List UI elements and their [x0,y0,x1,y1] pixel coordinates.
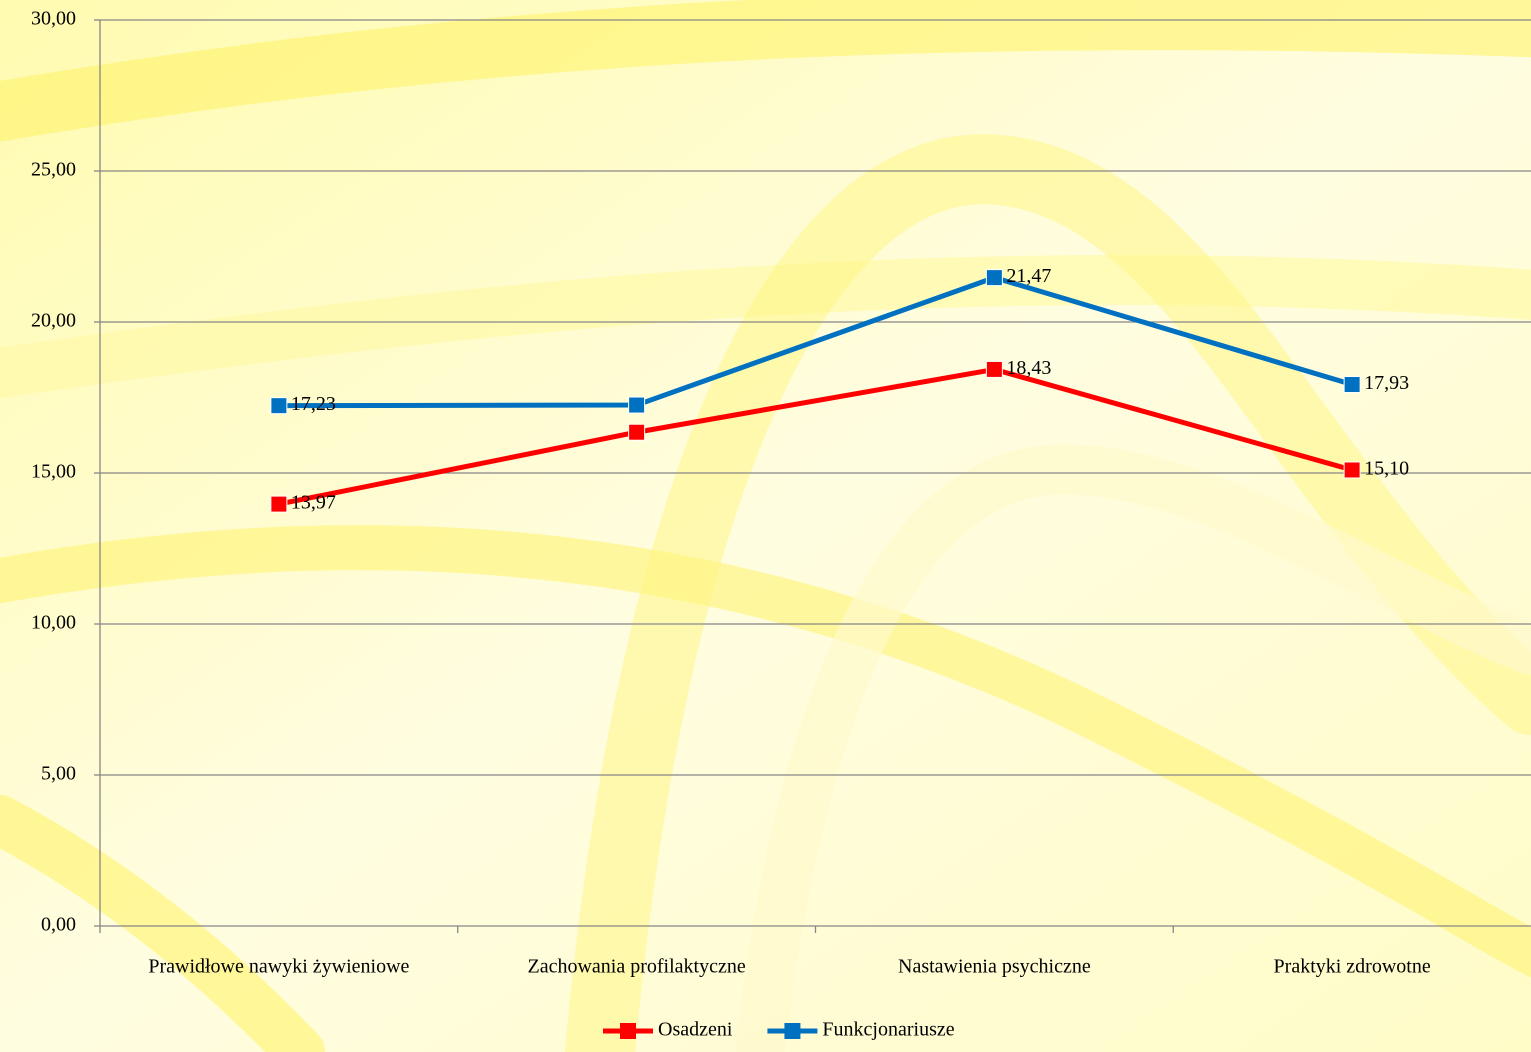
point-marker [985,360,1003,378]
x-tick-label: Zachowania profilaktyczne [528,956,746,978]
x-tick-label: Nastawienia psychiczne [898,956,1091,978]
y-tick-label: 5,00 [41,763,76,785]
y-tick-label: 10,00 [31,612,76,634]
data-label: 17,23 [291,393,336,415]
series-line [278,275,1353,409]
point-marker [1343,461,1361,479]
legend-swatch-marker [620,1023,636,1039]
data-label: 17,93 [1364,372,1409,394]
point-marker [628,423,646,441]
y-tick-label: 15,00 [31,461,76,483]
x-tick-label: Prawidłowe nawyki żywieniowe [148,956,409,978]
legend-label: Funkcjonariusze [822,1019,954,1041]
y-tick-label: 25,00 [31,159,76,181]
y-tick-label: 30,00 [31,8,76,30]
series-line [278,366,1353,507]
x-tick-label: Praktyki zdrowotne [1274,956,1431,978]
point-marker [985,269,1003,287]
point-marker [270,397,288,415]
legend-swatch-marker [784,1023,801,1039]
point-marker [628,396,646,414]
y-tick-label: 20,00 [31,310,76,332]
data-label: 18,43 [1006,357,1051,379]
data-label: 15,10 [1364,458,1409,480]
point-marker [1343,376,1361,394]
y-tick-label: 0,00 [41,914,76,936]
data-label: 21,47 [1006,265,1051,287]
legend-label: Osadzeni [658,1019,733,1041]
point-marker [270,495,288,513]
data-label: 13,97 [291,492,336,514]
